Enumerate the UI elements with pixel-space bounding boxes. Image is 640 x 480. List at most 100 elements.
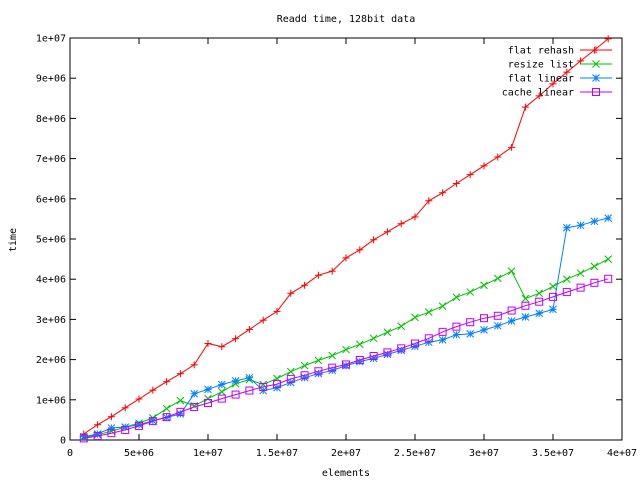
y-tick-label: 4e+06 xyxy=(36,275,66,286)
data-point-cache-linear xyxy=(135,421,143,430)
x-tick-label: 3e+07 xyxy=(469,448,499,459)
data-point-cache-linear xyxy=(286,374,295,383)
data-point-cache-linear xyxy=(438,327,447,336)
data-point-cache-linear xyxy=(148,417,157,426)
marker-stroke xyxy=(604,255,613,263)
x-tick-label: 2e+07 xyxy=(331,448,361,459)
data-point-flat-rehash xyxy=(149,386,157,394)
data-point-resize-list xyxy=(507,267,516,276)
data-point-resize-list xyxy=(576,269,585,278)
data-point-flat-rehash xyxy=(273,307,281,315)
legend: flat rehash resize list flat linear cache l… xyxy=(502,46,612,99)
data-point-flat-rehash xyxy=(204,340,212,348)
data-point-cache-linear xyxy=(562,288,571,297)
legend-marker-flat-rehash xyxy=(592,46,600,54)
data-point-flat-rehash xyxy=(107,413,115,421)
data-point-cache-linear xyxy=(273,380,281,389)
x-tick-label: 2.5e+07 xyxy=(394,448,436,459)
marker-stroke xyxy=(493,321,502,330)
data-point-resize-list xyxy=(549,282,557,291)
data-point-flat-linear xyxy=(231,377,240,385)
marker-stroke xyxy=(121,425,130,434)
marker-stroke xyxy=(355,340,364,349)
series-line-cache-linear xyxy=(83,278,609,439)
y-tick-label: 0 xyxy=(60,436,66,447)
data-point-resize-list xyxy=(424,308,433,317)
data-point-flat-linear xyxy=(549,305,557,314)
data-point-cache-linear xyxy=(107,429,116,438)
marker-stroke xyxy=(562,223,571,232)
data-point-flat-rehash xyxy=(287,289,295,297)
data-point-cache-linear xyxy=(121,425,130,434)
y-tick-label: 9e+06 xyxy=(36,74,66,85)
marker-stroke xyxy=(162,413,171,422)
marker-stroke xyxy=(493,311,502,320)
data-point-resize-list xyxy=(355,340,364,349)
data-point-resize-list xyxy=(204,394,212,403)
marker-stroke xyxy=(590,217,599,226)
marker-stroke xyxy=(590,262,599,271)
data-point-flat-rehash xyxy=(370,236,378,244)
data-point-flat-linear xyxy=(480,325,488,334)
data-point-flat-rehash xyxy=(121,404,129,412)
marker-stroke xyxy=(507,317,516,325)
data-point-cache-linear xyxy=(493,311,502,320)
data-point-flat-linear xyxy=(493,321,502,330)
data-point-flat-rehash xyxy=(232,335,240,343)
marker-stroke xyxy=(107,429,116,438)
data-point-cache-linear xyxy=(535,297,544,306)
chart-title: Readd time, 128bit data xyxy=(277,14,415,25)
marker-stroke xyxy=(342,345,350,354)
marker-stroke xyxy=(466,318,475,327)
data-point-cache-linear xyxy=(162,413,171,422)
marker-stroke xyxy=(535,297,544,306)
marker-stroke xyxy=(592,74,600,82)
marker-stroke xyxy=(535,289,544,298)
marker-stroke xyxy=(300,361,309,370)
y-tick-label: 6e+06 xyxy=(36,194,66,205)
data-point-cache-linear xyxy=(590,278,599,287)
marker-stroke xyxy=(217,387,226,396)
y-tick-label: 5e+06 xyxy=(36,235,66,246)
data-point-flat-rehash xyxy=(397,220,405,228)
data-point-cache-linear xyxy=(576,283,585,292)
marker-stroke xyxy=(148,417,157,426)
data-point-cache-linear xyxy=(342,360,350,369)
data-point-resize-list xyxy=(328,351,337,360)
data-point-flat-rehash xyxy=(604,35,612,43)
legend-label-flat-rehash: flat rehash xyxy=(508,46,574,57)
data-point-resize-list xyxy=(466,288,475,296)
data-point-flat-linear xyxy=(176,410,185,418)
data-point-flat-rehash xyxy=(383,228,391,236)
marker-stroke xyxy=(493,274,502,283)
marker-stroke xyxy=(190,403,199,412)
data-point-cache-linear xyxy=(204,399,212,408)
data-point-resize-list xyxy=(438,302,447,310)
data-point-resize-list xyxy=(383,328,392,337)
axis-ticks: 0 1e+06 2e+06 3e+06 4e+06 5e+06 6e+06 7e+06 8e+0… xyxy=(36,34,637,460)
data-point-cache-linear xyxy=(355,356,364,365)
data-point-resize-list xyxy=(286,367,295,376)
marker-stroke xyxy=(369,334,378,343)
marker-stroke xyxy=(521,294,530,303)
data-point-flat-linear xyxy=(562,223,571,232)
data-point-flat-rehash xyxy=(425,197,433,205)
data-point-cache-linear xyxy=(507,306,516,315)
y-tick-label: 2e+06 xyxy=(36,355,66,366)
marker-stroke xyxy=(549,282,557,291)
data-point-flat-linear xyxy=(217,380,226,389)
data-point-flat-linear xyxy=(507,317,516,325)
marker-stroke xyxy=(245,386,254,395)
y-axis-label: time xyxy=(8,228,19,252)
marker-stroke xyxy=(452,293,461,302)
data-point-flat-rehash xyxy=(176,370,184,378)
legend-label-cache-linear: cache linear xyxy=(502,88,574,99)
marker-stroke xyxy=(411,313,419,322)
y-tick-label: 8e+06 xyxy=(36,114,66,125)
data-point-cache-linear xyxy=(383,348,392,357)
marker-stroke xyxy=(355,356,364,365)
data-point-flat-linear xyxy=(397,346,406,355)
legend-label-flat-linear: flat linear xyxy=(508,74,574,85)
data-point-cache-linear xyxy=(245,386,254,395)
marker-stroke xyxy=(314,369,323,378)
